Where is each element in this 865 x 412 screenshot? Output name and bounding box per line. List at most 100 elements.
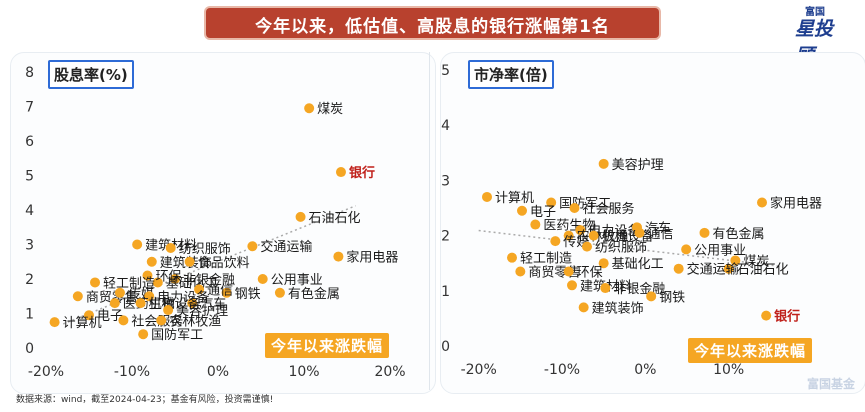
- point-label: 食品饮料: [198, 255, 250, 271]
- data-point: [588, 230, 599, 241]
- data-point: [304, 103, 315, 114]
- data-point: [142, 270, 153, 281]
- data-point: [118, 315, 129, 326]
- data-point: [49, 317, 60, 328]
- point-label: 计算机: [63, 316, 102, 331]
- data-point: [152, 277, 163, 288]
- data-point: [84, 310, 94, 321]
- data-point: [135, 298, 146, 309]
- data-point: [90, 277, 101, 288]
- data-point: [563, 230, 574, 241]
- pb-ratio-panel: 0 1 2 3 4 5 -20% -10% 0% 10% 美容护理 计算机 国防军工 社会服务 电子 医药生物…: [440, 52, 865, 402]
- data-point: [634, 227, 645, 238]
- data-point: [567, 280, 577, 291]
- y-tick-label: 2: [25, 272, 34, 288]
- data-point: [482, 191, 492, 202]
- data-point: [257, 274, 268, 284]
- point-label: 轻工制造: [520, 252, 572, 267]
- data-point: [723, 263, 734, 274]
- data-point: [114, 287, 125, 298]
- data-point: [187, 298, 198, 309]
- data-point: [247, 241, 258, 252]
- dividend-yield-panel: 0 1 2 3 4 5 6 7 8 -20% -10% 0% 10% 20% 煤炭 银行 石油石化 家用电器 公用事…: [10, 52, 436, 402]
- point-label: 汽车: [645, 220, 671, 236]
- data-point: [598, 158, 609, 169]
- brand-logo: 富国 星投顾: [775, 4, 851, 67]
- data-point: [646, 291, 657, 302]
- data-point: [335, 167, 346, 178]
- point-label: 家用电器: [770, 195, 822, 211]
- point-label: 机械设备: [149, 296, 201, 312]
- point-label: 轻工制造: [103, 276, 155, 291]
- chart-title: 今年以来，低估值、高股息的银行涨幅第1名: [255, 17, 610, 37]
- watermark: 富国基金: [806, 377, 855, 391]
- data-point: [184, 256, 195, 267]
- data-point: [517, 205, 527, 216]
- data-point: [563, 266, 574, 277]
- y-tick-label: 5: [25, 169, 34, 185]
- data-point: [163, 305, 174, 316]
- point-label: 石油石化: [737, 263, 789, 278]
- point-label: 电力设备: [588, 223, 640, 239]
- data-point: [221, 287, 232, 298]
- point-label: 美容护理: [176, 303, 228, 319]
- point-label: 纺织服饰: [595, 241, 647, 256]
- y-axis-label: 市净率(倍): [468, 60, 554, 89]
- data-point: [109, 298, 120, 309]
- data-point: [582, 241, 592, 252]
- x-tick-label: 0%: [207, 364, 229, 380]
- point-label: 基础化工: [166, 276, 218, 291]
- y-tick-label: 3: [441, 173, 450, 189]
- x-axis-legend: 今年以来涨跌幅: [688, 338, 813, 363]
- point-label: 纺织服饰: [179, 242, 231, 257]
- point-label: 农林牧渔: [169, 314, 221, 329]
- footnote: 数据来源：wind，截至2024-04-23；基金有风险，投资需谨慎!: [16, 395, 274, 405]
- point-label: 有色金属: [288, 286, 340, 302]
- data-point: [699, 227, 710, 238]
- y-tick-label: 1: [441, 284, 450, 300]
- x-tick-label: -20%: [28, 364, 64, 380]
- data-point: [730, 255, 741, 266]
- point-label: 通信: [648, 227, 674, 242]
- x-tick-label: -10%: [114, 364, 150, 380]
- y-tick-label: 8: [25, 65, 34, 81]
- y-tick-label: 2: [441, 229, 450, 245]
- point-label: 电子: [530, 205, 556, 220]
- data-point: [333, 251, 344, 262]
- point-label: 环保: [577, 265, 603, 280]
- point-label: 非银金融: [613, 281, 665, 297]
- x-tick-label: 10%: [713, 362, 744, 378]
- point-label: 钢铁: [659, 290, 685, 305]
- data-point: [170, 274, 180, 284]
- point-label: 社会服务: [583, 201, 635, 217]
- point-label: 交通运输: [260, 239, 312, 255]
- trendline: [478, 229, 779, 267]
- point-label: 公用事业: [694, 243, 746, 258]
- data-point: [600, 283, 611, 294]
- data-point: [507, 252, 517, 263]
- data-point: [598, 258, 609, 269]
- title-banner: 今年以来，低估值、高股息的银行涨幅第1名: [206, 8, 659, 38]
- x-tick-label: 20%: [374, 364, 405, 380]
- y-tick-label: 0: [25, 341, 34, 357]
- y-tick-label: 4: [441, 118, 450, 134]
- point-label: 电子: [97, 309, 123, 324]
- panel-divider: [429, 52, 430, 390]
- point-label: 钢铁: [235, 287, 261, 302]
- data-point: [165, 242, 176, 253]
- data-point: [132, 239, 143, 250]
- point-label: 基础化工: [612, 257, 664, 272]
- point-label: 家用电器: [346, 250, 398, 266]
- point-label: 煤炭: [743, 254, 769, 269]
- data-point: [515, 266, 526, 277]
- point-label: 建筑装饰: [592, 300, 644, 316]
- data-point: [530, 219, 541, 230]
- x-tick-label: -10%: [544, 362, 580, 378]
- point-label: 交通运输: [687, 262, 739, 278]
- data-point: [146, 256, 157, 267]
- point-label: 通信: [207, 283, 233, 298]
- logo-small-text: 富国: [805, 7, 825, 18]
- point-label: 汽车: [200, 296, 226, 312]
- data-point: [274, 287, 285, 298]
